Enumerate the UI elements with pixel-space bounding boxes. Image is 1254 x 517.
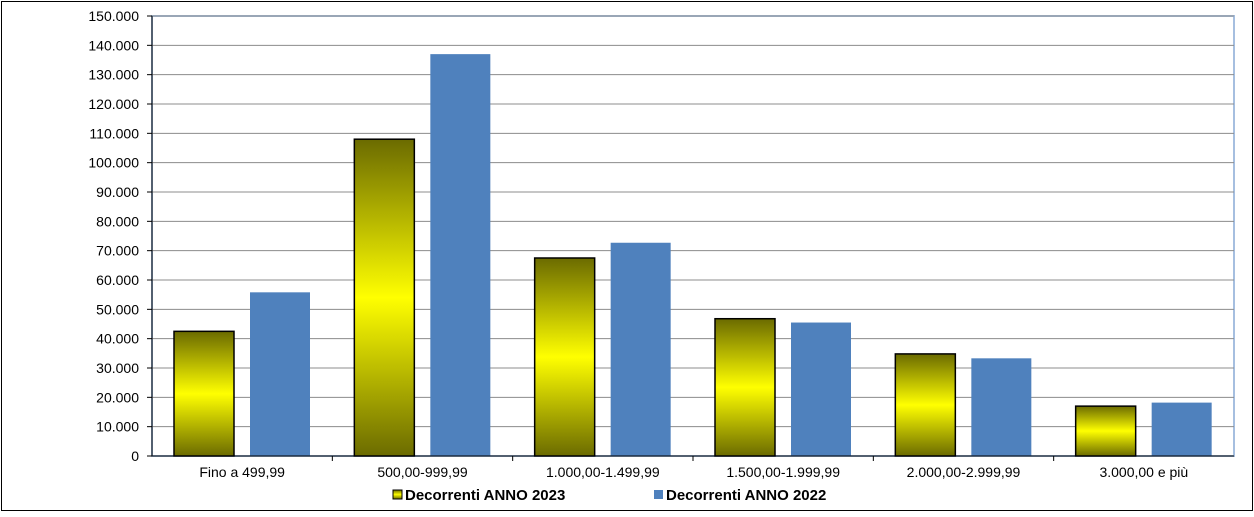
y-tick-label: 100.000 xyxy=(88,155,139,171)
bar xyxy=(894,353,957,457)
y-tick-label: 80.000 xyxy=(96,213,139,229)
x-tick-label: 500,00-999,99 xyxy=(377,464,468,480)
legend-label: Decorrenti ANNO 2022 xyxy=(666,487,826,504)
bar xyxy=(430,54,491,457)
y-tick-label: 130.000 xyxy=(88,67,139,83)
legend-swatch xyxy=(392,489,403,500)
bar xyxy=(250,292,310,456)
bar xyxy=(714,317,776,457)
plot-area xyxy=(151,15,1235,457)
gridlines xyxy=(152,15,1234,428)
bar xyxy=(173,330,235,457)
y-tick-label: 50.000 xyxy=(96,301,139,317)
legend: Decorrenti ANNO 2023 Decorrenti ANNO 2022 xyxy=(392,487,826,504)
legend-swatch xyxy=(654,490,663,499)
y-tick-label: 30.000 xyxy=(96,360,139,376)
bar xyxy=(791,322,851,456)
y-tick-label: 20.000 xyxy=(96,389,139,405)
x-tick-label: 3.000,00 e più xyxy=(1099,464,1188,480)
x-tick-label: 2.000,00-2.999,99 xyxy=(907,464,1021,480)
y-tick-label: 140.000 xyxy=(88,37,139,53)
x-axis-ticks: Fino a 499,99 500,00-999,99 1.000,00-1.499… xyxy=(199,456,1188,480)
y-tick-label: 60.000 xyxy=(96,272,139,288)
bar xyxy=(353,138,416,457)
x-tick-label: 1.500,00-1.999,99 xyxy=(726,464,840,480)
bars xyxy=(173,54,1212,457)
y-tick-label: 150.000 xyxy=(88,8,139,24)
y-tick-label: 90.000 xyxy=(96,184,139,200)
bar xyxy=(610,242,671,456)
y-tick-label: 120.000 xyxy=(88,96,139,112)
bar xyxy=(1074,405,1137,457)
y-tick-label: 70.000 xyxy=(96,243,139,259)
y-tick-label: 40.000 xyxy=(96,331,139,347)
bar xyxy=(971,358,1032,456)
y-axis-ticks: 0 10.000 20.000 30.000 40.000 50.000 60.000 70.… xyxy=(88,8,152,464)
y-tick-label: 0 xyxy=(131,448,139,464)
legend-label: Decorrenti ANNO 2023 xyxy=(405,487,565,504)
bar xyxy=(1151,402,1212,456)
x-tick-label: Fino a 499,99 xyxy=(199,464,285,480)
y-tick-label: 110.000 xyxy=(89,125,139,141)
bar xyxy=(533,257,596,457)
x-tick-label: 1.000,00-1.499,99 xyxy=(546,464,660,480)
y-tick-label: 10.000 xyxy=(96,419,139,435)
